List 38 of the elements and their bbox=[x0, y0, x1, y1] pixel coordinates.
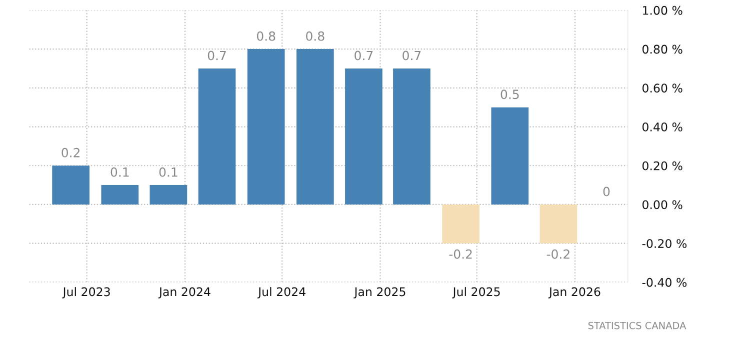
bar bbox=[101, 185, 139, 204]
y-tick-label: -0.40 % bbox=[642, 278, 687, 287]
data-label: 0.8 bbox=[256, 31, 276, 41]
bar bbox=[393, 68, 430, 204]
bar bbox=[345, 68, 382, 204]
bar bbox=[52, 166, 90, 204]
y-tick-label: 1.00 % bbox=[642, 6, 682, 15]
bar bbox=[296, 49, 334, 204]
y-tick-label: 0.80 % bbox=[642, 44, 682, 54]
data-label: 0 bbox=[603, 186, 610, 196]
data-label: 0.1 bbox=[159, 167, 178, 177]
x-tick-label: Jul 2023 bbox=[62, 287, 110, 298]
y-tick-label: -0.20 % bbox=[642, 239, 687, 248]
y-tick-label: 0.00 % bbox=[642, 200, 682, 210]
bar bbox=[442, 204, 480, 244]
x-tick-label: Jan 2024 bbox=[158, 287, 210, 298]
x-tick-label: Jan 2026 bbox=[548, 287, 600, 298]
text: STATISTICS CANADA bbox=[588, 322, 686, 330]
y-tick-label: 0.40 % bbox=[642, 122, 682, 132]
data-label: 0.8 bbox=[306, 31, 324, 41]
bar bbox=[198, 68, 236, 204]
bar bbox=[491, 107, 529, 204]
y-tick-label: 0.20 % bbox=[642, 161, 682, 170]
data-label: -0.2 bbox=[449, 249, 472, 259]
data-label: 0.5 bbox=[500, 90, 519, 100]
data-label: 0.7 bbox=[208, 50, 226, 60]
x-tick-label: Jul 2024 bbox=[257, 287, 306, 298]
data-label: 0.2 bbox=[62, 148, 80, 158]
bar bbox=[247, 49, 285, 204]
x-tick-label: Jan 2025 bbox=[354, 287, 406, 298]
y-tick-label: 0.60 % bbox=[642, 84, 682, 93]
data-label: -0.2 bbox=[546, 249, 570, 259]
bar bbox=[150, 185, 188, 204]
data-label: 0.1 bbox=[110, 167, 129, 177]
data-label: 0.7 bbox=[402, 50, 421, 60]
bar bbox=[540, 204, 578, 244]
x-tick-label: Jul 2025 bbox=[452, 287, 500, 298]
data-label: 0.7 bbox=[354, 50, 373, 60]
